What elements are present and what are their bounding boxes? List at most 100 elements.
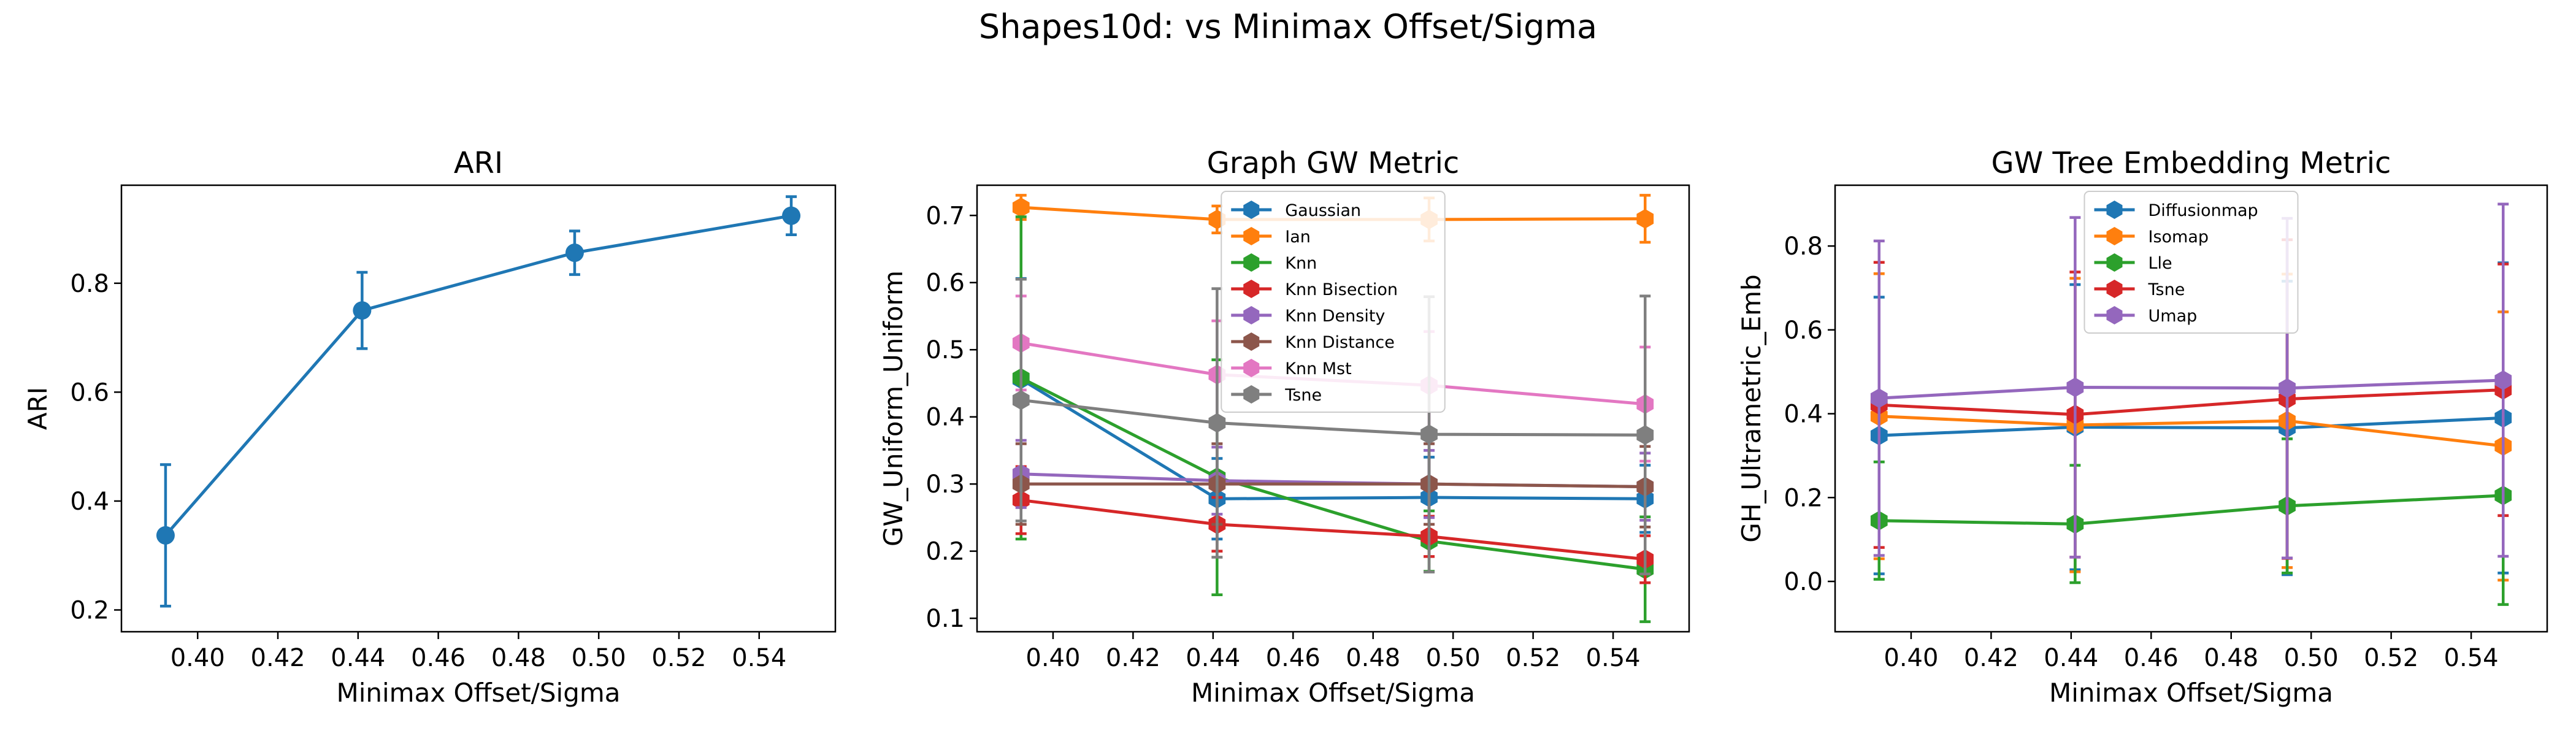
y-tick-label: 0.7 [926,202,965,230]
x-axis-label: Minimax Offset/Sigma [336,678,620,708]
x-axis-label: Minimax Offset/Sigma [1191,678,1475,708]
figure-title: Shapes10d: vs Minimax Offset/Sigma [979,7,1597,46]
plot-area [1870,202,2512,606]
legend-item: Ian [1231,227,1311,247]
legend-label: Ian [1285,228,1311,247]
x-tick-label: 0.52 [2364,644,2418,672]
legend-label: Knn Bisection [1285,280,1398,299]
data-point [1636,425,1654,445]
x-tick-label: 0.42 [1106,644,1160,672]
panel-1: ARI 0.40 0.42 0.44 0.46 0.48 0.50 0.52 0.54 0.2 0.… [23,146,837,708]
x-tick-label: 0.52 [651,644,706,672]
series-line [1021,398,1646,437]
x-tick-label: 0.40 [1884,644,1938,672]
x-tick-label: 0.54 [1586,644,1641,672]
legend-label: Lle [2149,254,2172,273]
axes-frame [976,184,1690,633]
data-point [353,301,372,320]
data-point [2066,377,2084,397]
data-point [1420,424,1438,445]
y-tick-label: 0.6 [1784,316,1823,345]
series-umap [1870,202,2512,559]
y-tick-label: 0.0 [1784,568,1823,596]
legend-item: Isomap [2094,227,2209,247]
series-line [1879,378,2504,400]
data-point [1012,390,1030,410]
x-tick-label: 0.42 [251,644,305,672]
x-axis-label: Minimax Offset/Sigma [2049,678,2333,708]
y-axis-label: GH_Ultrametric_Emb [1736,274,1766,542]
x-tick-label: 0.46 [1266,644,1321,672]
legend-marker [1243,201,1260,219]
data-point [1870,388,1888,408]
y-axis-label: GW_Uniform_Uniform [878,270,908,546]
panel-title: GW Tree Embedding Metric [1991,146,2391,180]
legend-item: Tsne [2094,280,2185,299]
legend-marker [1243,332,1260,351]
series-line [1021,498,1646,561]
legend: Gaussian Ian Knn Knn Bisection Knn Density Kn… [1221,191,1446,413]
legend-label: Tsne [1284,386,1322,405]
legend-item: Knn Bisection [1231,280,1398,299]
legend-marker [1243,253,1260,272]
axes-frame [1834,184,2548,633]
panel-2: Graph GW Metric 0.40 0.42 0.44 0.46 0.48 0.50 0… [878,146,1690,708]
y-tick-label: 0.2 [926,538,965,566]
legend-item: Diffusionmap [2094,201,2258,220]
x-tick-label: 0.52 [1506,644,1560,672]
y-tick-label: 0.2 [70,596,109,624]
series-line [1879,388,2504,416]
legend-box [1221,191,1446,413]
data-point [1012,197,1030,218]
legend-item: Gaussian [1231,201,1361,220]
x-tick-label: 0.46 [2124,644,2179,672]
x-tick-label: 0.44 [331,644,385,672]
legend-box [2083,191,2299,334]
legend-label: Knn Density [1285,307,1385,326]
data-point [2279,378,2296,398]
panel-title: Graph GW Metric [1207,146,1460,180]
x-tick-label: 0.48 [2204,644,2258,672]
series-line [1020,376,1646,571]
legend-marker [2106,280,2123,298]
legend-item: Knn Distance [1231,332,1395,352]
x-tick-label: 0.44 [2044,644,2098,672]
y-tick-label: 0.6 [70,378,109,407]
x-tick-label: 0.40 [1025,644,1080,672]
legend-item: Knn Mst [1231,359,1352,378]
legend-item: Knn [1231,253,1317,273]
legend-marker [2106,227,2123,245]
x-tick-label: 0.42 [1964,644,2018,672]
x-tick-label: 0.50 [572,644,626,672]
legend-marker [1243,359,1260,377]
legend-marker [1243,227,1260,245]
axes-frame [120,184,837,633]
x-tick-label: 0.46 [411,644,466,672]
x-tick-label: 0.48 [491,644,546,672]
series-line [1021,482,1646,489]
x-tick-label: 0.40 [171,644,225,672]
y-tick-label: 0.2 [1784,484,1823,512]
y-axis-label: ARI [23,387,53,430]
y-tick-label: 0.4 [1784,401,1823,429]
panel-title: ARI [454,146,503,180]
y-tick-label: 0.8 [70,270,109,298]
panel-3: GW Tree Embedding Metric 0.40 0.42 0.44 0.46… [1736,146,2548,708]
legend-label: Knn Distance [1285,333,1395,352]
y-tick-label: 0.5 [926,336,965,364]
legend-item: Umap [2094,306,2197,326]
data-point [1208,413,1226,433]
legend-marker [1243,385,1260,404]
data-point [2494,370,2512,390]
series-line [1879,415,2504,448]
series-line [1879,416,2504,437]
legend-item: Knn Density [1231,306,1385,326]
legend-marker [1243,306,1260,324]
legend-item: Lle [2094,253,2172,273]
x-tick-label: 0.50 [2284,644,2339,672]
y-tick-label: 0.4 [70,488,109,516]
series-line [1879,494,2504,526]
legend-label: Diffusionmap [2149,201,2258,220]
legend-item: Tsne [1231,385,1322,405]
